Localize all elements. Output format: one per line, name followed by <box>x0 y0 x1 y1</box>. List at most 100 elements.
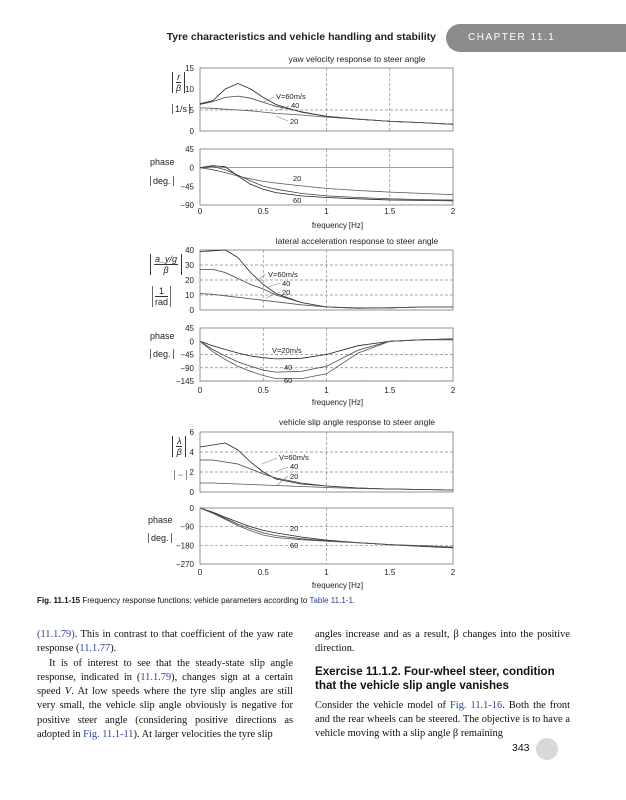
annotation-leader <box>275 475 289 487</box>
y-tick-label: 45 <box>185 145 194 154</box>
x-tick-label: 1.5 <box>384 568 396 577</box>
annotation-leader <box>267 282 281 288</box>
exercise-heading: Exercise 11.1.2. Four-wheel steer, condi… <box>315 664 555 692</box>
series-annotation: 40 <box>284 363 292 372</box>
y-tick-label: −90 <box>180 364 194 373</box>
x-tick-label: 2 <box>451 568 456 577</box>
y-tick-label: −90 <box>180 201 194 210</box>
page-number: 343 <box>512 742 530 754</box>
annotation-leader <box>257 273 267 281</box>
y-tick-label: 0 <box>190 488 195 497</box>
annotation-leader <box>261 96 275 104</box>
lat-acc-magnitude-label: a_y/g β <box>150 254 183 275</box>
text: ), changes sign at a certain speed <box>37 671 293 698</box>
left-column: (11.1.79). This in contrast to that coef… <box>37 628 293 742</box>
y-tick-label: 0 <box>190 306 195 315</box>
y-tick-label: 10 <box>185 85 194 94</box>
figure-caption: Fig. 11.1-15 Frequency response function… <box>37 596 355 605</box>
annotation-leader <box>274 466 289 473</box>
equation-link[interactable]: 11.1.79 <box>140 671 172 683</box>
x-axis-unit: [Hz] <box>349 221 363 230</box>
x-tick-label: 0 <box>198 568 203 577</box>
y-tick-label: 40 <box>185 246 194 255</box>
series-annotation: 20 <box>293 174 301 183</box>
text: V <box>64 686 72 698</box>
x-tick-label: 2 <box>451 386 456 395</box>
chart-title: vehicle slip angle response to steer ang… <box>279 417 435 427</box>
series-line-60 <box>199 507 454 548</box>
series-annotation: V=60m/s <box>279 453 309 462</box>
annotation-leader <box>265 291 281 299</box>
running-title: Tyre characteristics and vehicle handlin… <box>166 31 436 43</box>
x-axis-label: frequency <box>312 581 347 590</box>
y-tick-label: 0 <box>190 504 195 513</box>
chapter-tab-label: CHAPTER 11.1 <box>468 32 556 43</box>
y-tick-label: −45 <box>180 351 194 360</box>
series-annotation: 20 <box>290 472 298 481</box>
x-tick-label: 0.5 <box>258 207 270 216</box>
series-annotation: V=20m/s <box>272 346 302 355</box>
x-tick-label: 1 <box>324 207 329 216</box>
series-line-20 <box>199 293 453 309</box>
x-tick-label: 0.5 <box>258 386 270 395</box>
x-tick-label: 1 <box>324 568 329 577</box>
series-annotation: 20 <box>290 117 298 126</box>
yaw-phase-label: phase <box>150 157 175 167</box>
x-tick-label: 0 <box>198 207 203 216</box>
series-line-v-60m-s <box>199 249 453 309</box>
paragraph: Consider the vehicle model of Fig. 11.1-… <box>315 699 570 742</box>
x-axis-label: frequency <box>312 398 347 407</box>
series-annotation: 20 <box>290 524 298 533</box>
series-annotation: V=60m/s <box>276 92 306 101</box>
paragraph: (11.1.79). This in contrast to that coef… <box>37 628 293 657</box>
frequency-response-figure: yaw velocity response to steer angle0510… <box>176 54 456 590</box>
caption-table-link[interactable]: Table 11.1-1 <box>309 596 353 605</box>
y-tick-label: 0 <box>190 337 195 346</box>
x-tick-label: 0.5 <box>258 568 270 577</box>
y-tick-label: 2 <box>190 468 195 477</box>
x-tick-label: 1.5 <box>384 207 396 216</box>
series-annotation: 40 <box>282 279 290 288</box>
y-tick-label: −90 <box>180 523 194 532</box>
series-annotation: 60 <box>293 196 301 205</box>
y-tick-label: 6 <box>190 428 195 437</box>
page-number-tab <box>536 738 558 760</box>
yaw-magnitude-unit: 1/s <box>172 104 191 114</box>
series-annotation: 40 <box>291 101 299 110</box>
y-tick-label: 10 <box>185 291 194 300</box>
text: Consider the vehicle model of <box>315 699 451 711</box>
series-annotation: V=60m/s <box>268 270 298 279</box>
equation-link[interactable]: 11.1.77 <box>79 643 111 655</box>
equation-link[interactable]: (11.1.79) <box>37 629 75 640</box>
x-tick-label: 0 <box>198 386 203 395</box>
series-annotation: 20 <box>282 288 290 297</box>
series-line-20 <box>200 482 454 491</box>
y-tick-label: 20 <box>185 276 194 285</box>
annotation-leader <box>275 115 289 122</box>
y-tick-label: 15 <box>185 64 194 73</box>
paragraph: angles increase and as a result, β chang… <box>315 629 570 655</box>
lat-acc-phase-unit: deg. <box>150 349 174 359</box>
text: ). At larger velocities the tyre slip <box>133 729 273 741</box>
y-tick-label: 30 <box>185 261 194 270</box>
figure-link[interactable]: Fig. 11.1-11 <box>83 729 134 741</box>
lat-acc-phase-label: phase <box>150 331 175 341</box>
series-annotation: 60 <box>290 541 298 550</box>
x-axis-unit: [Hz] <box>349 581 363 590</box>
paragraph: It is of interest to see that the steady… <box>37 657 293 743</box>
x-tick-label: 1 <box>324 386 329 395</box>
caption-end: . <box>352 596 356 605</box>
series-annotation: 40 <box>290 462 298 471</box>
right-column: angles increase and as a result, β chang… <box>315 628 570 741</box>
chart-title: yaw velocity response to steer angle <box>288 54 425 64</box>
chart-title: lateral acceleration response to steer a… <box>276 236 439 246</box>
figure-link[interactable]: Fig. 11.1-16 <box>450 699 503 711</box>
x-tick-label: 2 <box>451 207 456 216</box>
annotation-leader <box>261 457 278 465</box>
y-tick-label: 45 <box>185 324 194 333</box>
x-axis-unit: [Hz] <box>349 398 363 407</box>
series-line-20 <box>199 107 454 125</box>
y-tick-label: −270 <box>176 560 195 569</box>
